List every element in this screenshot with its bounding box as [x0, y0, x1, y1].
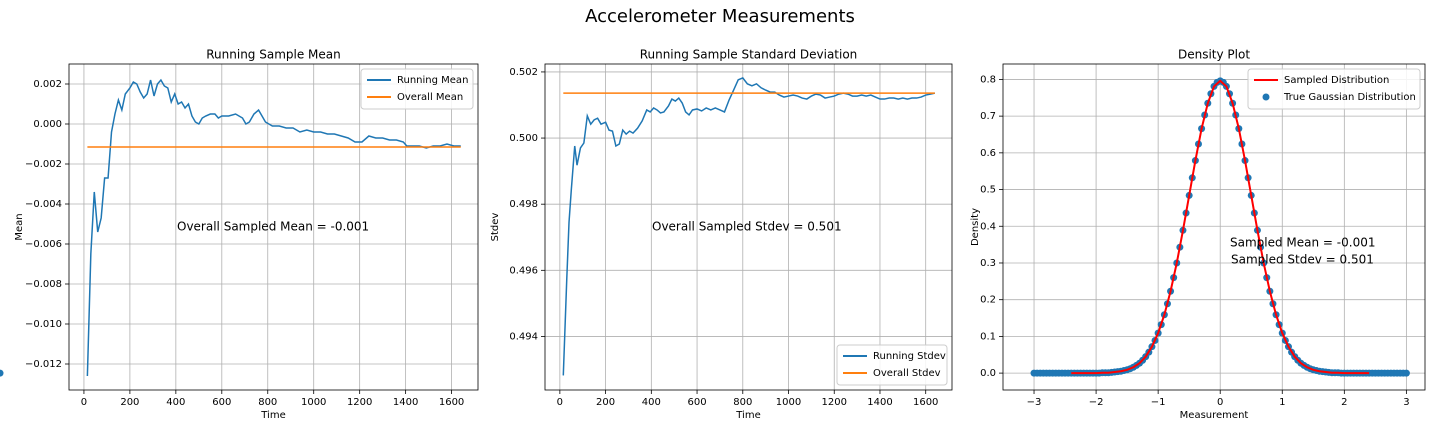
x-tick-label: 1000	[301, 397, 326, 408]
axes-title: Density Plot	[1178, 48, 1250, 62]
x-tick-label: 0	[1217, 397, 1223, 408]
x-tick-label: 3	[1403, 397, 1409, 408]
y-axis-label: Stdev	[490, 213, 501, 242]
y-tick-label: 0.8	[980, 74, 996, 85]
y-axis-label: Mean	[14, 213, 25, 240]
x-tick-label: −3	[1027, 397, 1042, 408]
y-tick-label: 0.502	[509, 67, 538, 78]
legend-label: Sampled Distribution	[1284, 75, 1389, 86]
x-tick-label: 600	[688, 397, 707, 408]
x-tick-label: 800	[733, 397, 752, 408]
y-tick-label: −0.012	[25, 359, 62, 370]
legend: Sampled Distribution True Gaussian Distri…	[1247, 68, 1421, 110]
axes-frame	[544, 63, 953, 391]
legend-label: Overall Mean	[397, 92, 463, 103]
legend-label: Running Stdev	[873, 351, 946, 362]
x-tick-label: 800	[258, 397, 277, 408]
annotation: Sampled Mean = -0.001	[1230, 236, 1376, 250]
y-tick-label: 0.6	[980, 148, 996, 159]
x-tick-label: 1000	[776, 397, 801, 408]
legend-symbol	[1262, 93, 1270, 101]
x-tick-label: 400	[642, 397, 661, 408]
x-tick-label: 1200	[822, 397, 847, 408]
x-axis-label: Measurement	[1180, 410, 1249, 421]
data-point	[1402, 369, 1410, 377]
y-tick-label: 0.4	[980, 221, 996, 232]
x-tick-label: 200	[120, 397, 139, 408]
legend: Running Stdev Overall Stdev	[836, 344, 948, 386]
legend-label: Overall Stdev	[873, 368, 941, 379]
annotation: Overall Sampled Stdev = 0.501	[652, 220, 842, 234]
annotation: Sampled Stdev = 0.501	[1231, 253, 1374, 267]
y-tick-label: 0.496	[509, 265, 538, 276]
x-tick-label: 1	[1279, 397, 1285, 408]
x-tick-label: 200	[596, 397, 615, 408]
y-tick-label: 0.494	[509, 331, 538, 342]
data-point	[0, 369, 4, 377]
legend-label: True Gaussian Distribution	[1283, 92, 1416, 103]
data-line	[562, 76, 936, 376]
y-tick-label: 0.002	[33, 79, 62, 90]
x-tick-label: −1	[1151, 397, 1166, 408]
y-tick-label: 0.2	[980, 295, 996, 306]
y-tick-label: 0.500	[509, 133, 538, 144]
legend: Running Mean Overall Mean	[360, 68, 474, 110]
legend-box	[1247, 68, 1421, 110]
y-axis-label: Density	[970, 208, 981, 246]
x-tick-label: 0	[81, 397, 87, 408]
y-tick-label: 0.3	[980, 258, 996, 269]
y-tick-label: 0.5	[980, 185, 996, 196]
figure-title: Accelerometer Measurements	[585, 6, 855, 27]
legend-label: Running Mean	[397, 75, 468, 86]
x-axis-label: Time	[735, 410, 760, 421]
y-tick-label: −0.008	[25, 279, 62, 290]
y-tick-label: −0.002	[25, 159, 62, 170]
x-tick-label: 1200	[347, 397, 372, 408]
x-tick-label: 1600	[439, 397, 464, 408]
x-tick-label: 1400	[867, 397, 892, 408]
y-tick-label: 0.1	[980, 331, 996, 342]
x-tick-label: 600	[212, 397, 231, 408]
y-tick-label: 0.7	[980, 111, 996, 122]
y-tick-label: −0.004	[25, 199, 62, 210]
data-line	[1071, 79, 1370, 375]
data-line	[86, 78, 461, 377]
x-tick-label: −2	[1089, 397, 1104, 408]
x-axis-label: Time	[260, 410, 285, 421]
axes-title: Running Sample Mean	[206, 48, 341, 62]
y-tick-label: −0.006	[25, 239, 62, 250]
axes-frame	[68, 63, 479, 391]
axes-title: Running Sample Standard Deviation	[640, 48, 858, 62]
x-tick-label: 400	[166, 397, 185, 408]
x-tick-label: 1600	[913, 397, 938, 408]
axes-frame	[1002, 63, 1426, 391]
x-tick-label: 2	[1341, 397, 1347, 408]
y-tick-label: 0.498	[509, 199, 538, 210]
annotation: Overall Sampled Mean = -0.001	[177, 220, 369, 234]
x-tick-label: 1400	[393, 397, 418, 408]
y-tick-label: −0.010	[25, 319, 62, 330]
y-tick-label: 0.000	[33, 119, 62, 130]
x-tick-label: 0	[557, 397, 563, 408]
y-tick-label: 0.0	[980, 368, 996, 379]
